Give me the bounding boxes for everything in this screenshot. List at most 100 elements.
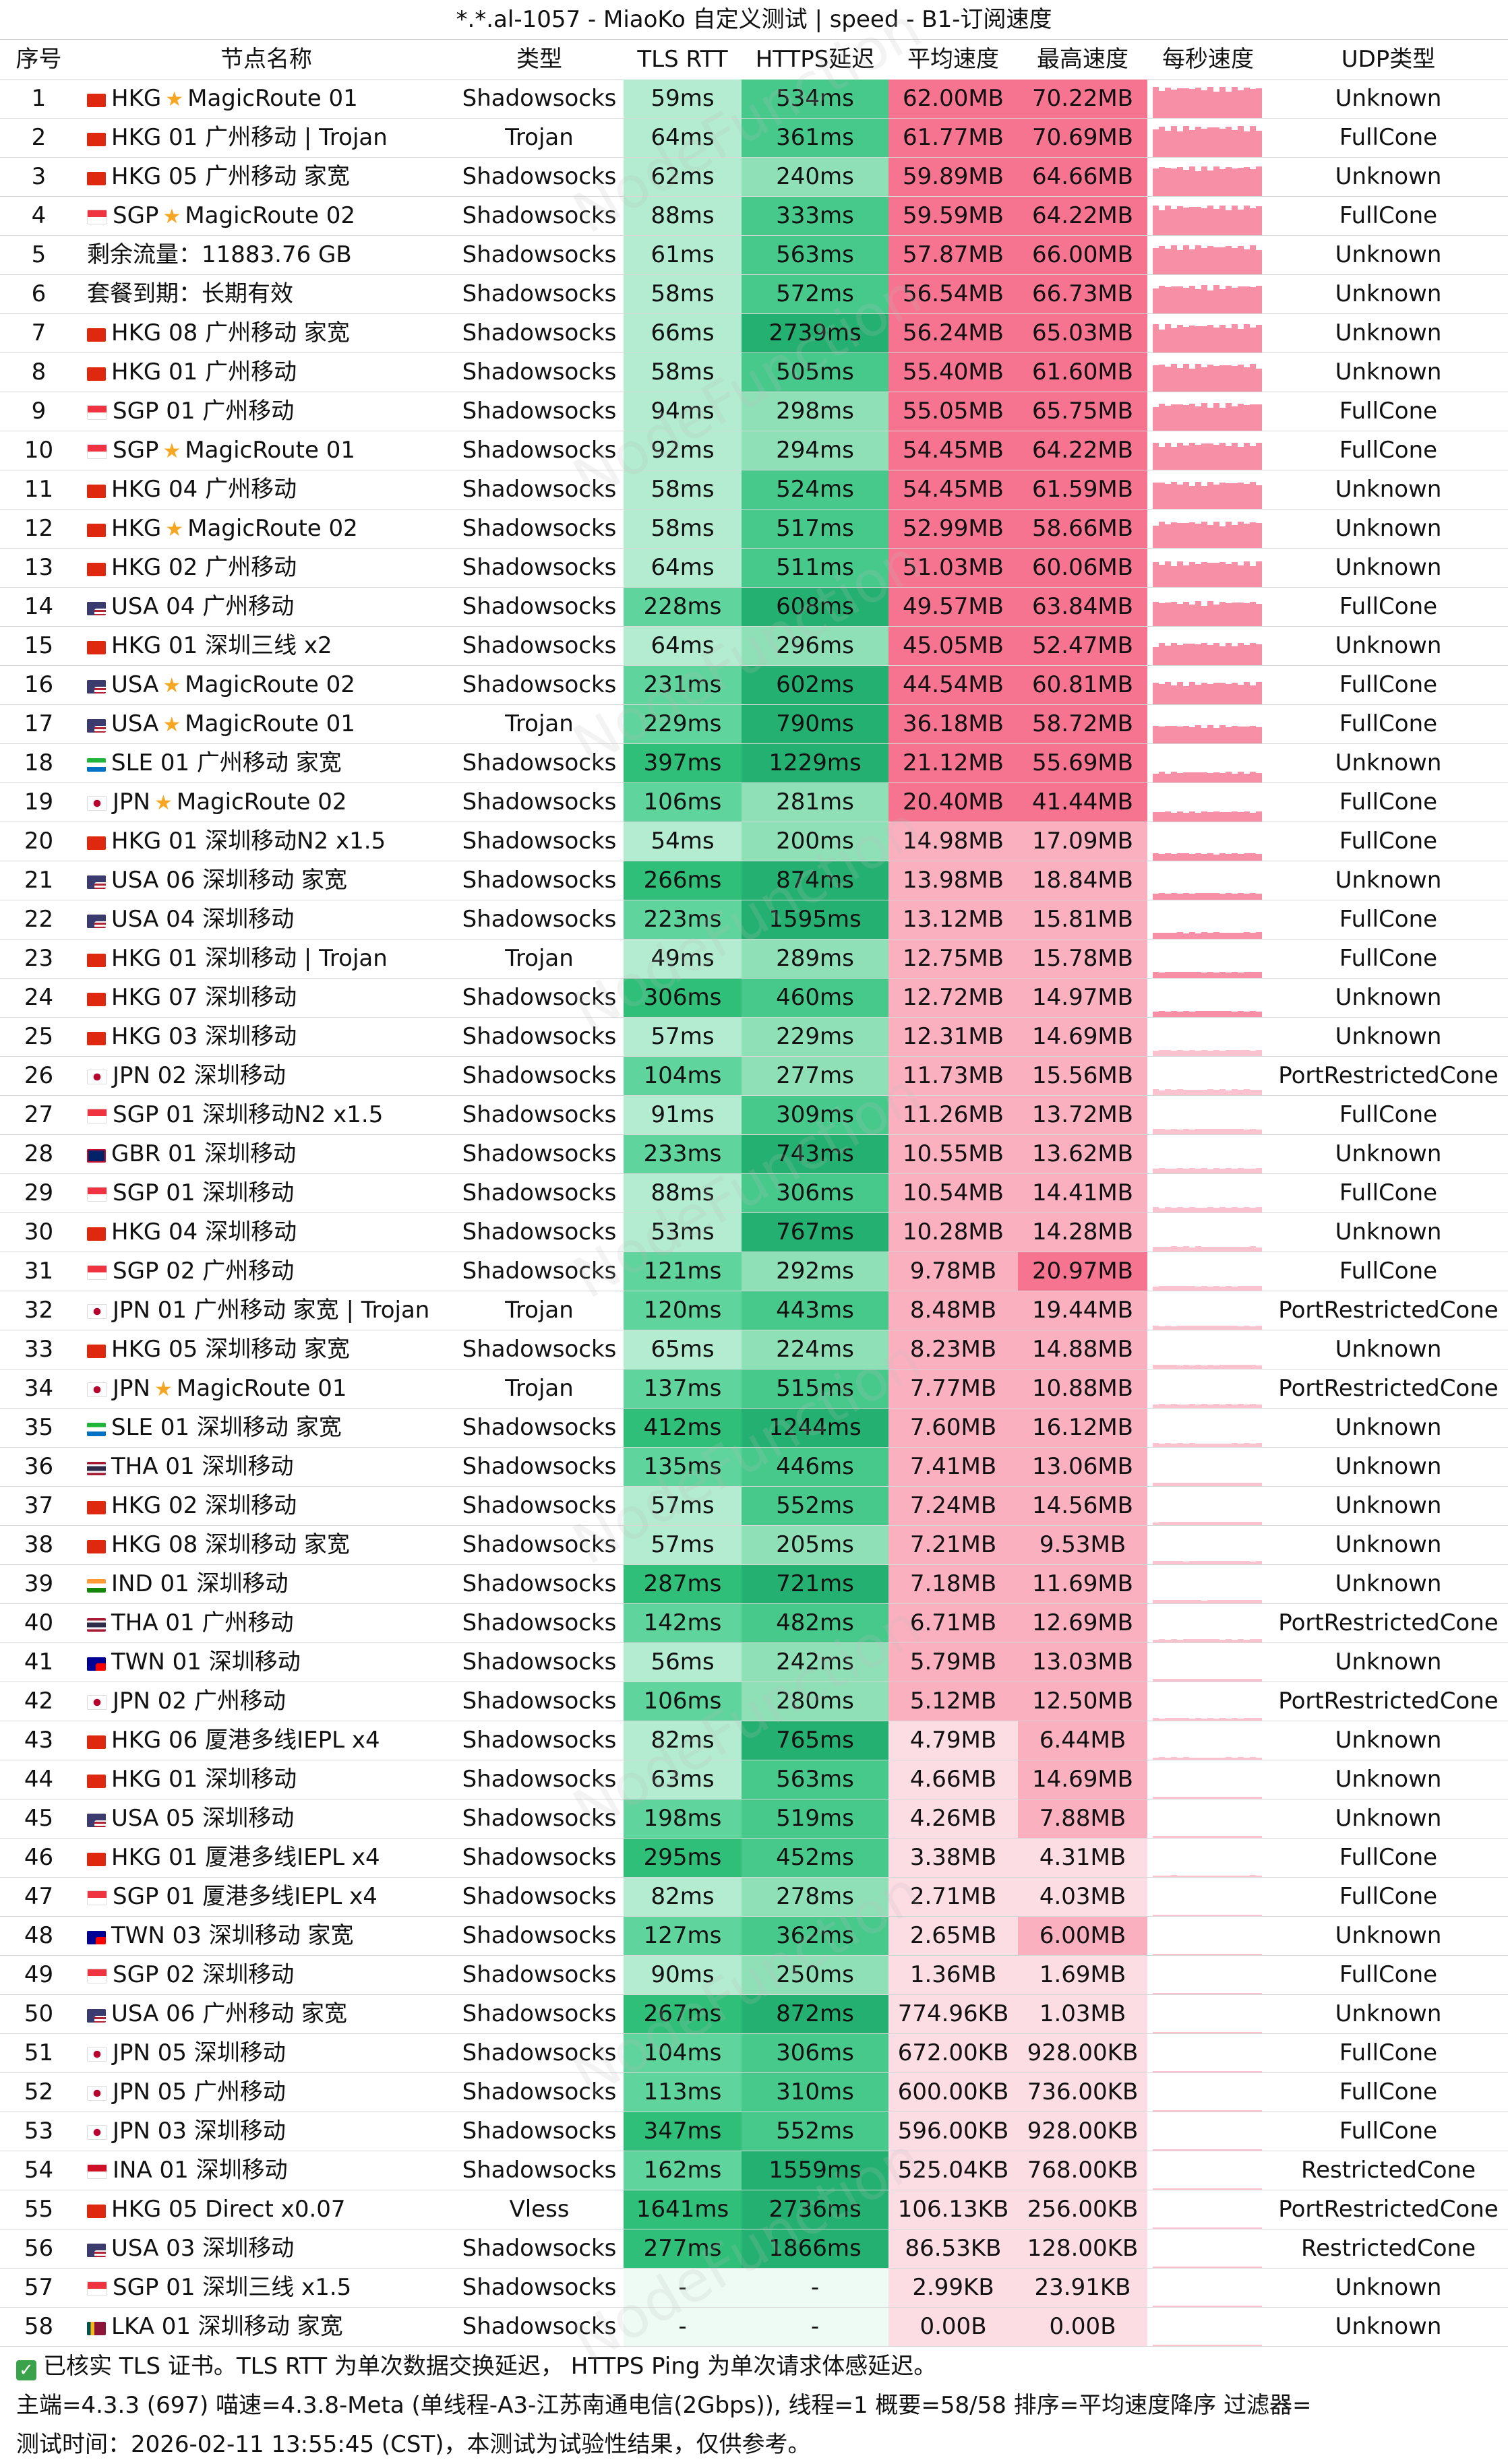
sparkline-bar xyxy=(1159,603,1165,626)
udp-type: Unknown xyxy=(1269,1330,1508,1369)
flag-us-icon xyxy=(87,875,106,889)
max-speed-value: 736.00KB xyxy=(1018,2073,1147,2112)
sparkline-bar xyxy=(1153,87,1159,118)
per-second-sparkline xyxy=(1147,627,1269,666)
flag-lk-icon xyxy=(87,2322,106,2335)
sparkline-bar xyxy=(1171,1011,1177,1017)
sparkline-bar xyxy=(1177,2032,1183,2033)
sparkline-bar xyxy=(1159,1719,1165,1721)
sparkline-bar xyxy=(1250,1915,1256,1916)
sparkline-bar xyxy=(1195,1287,1201,1291)
node-name-cell: USA ★ MagicRoute 01 xyxy=(78,705,455,744)
sparkline-bar xyxy=(1201,1639,1207,1642)
table-row: 7 HKG 08 广州移动 家宽 Shadowsocks 66ms 2739ms 56.2… xyxy=(0,314,1508,353)
max-speed-value: 17.09MB xyxy=(1018,822,1147,861)
avg-speed-value: 4.66MB xyxy=(888,1760,1018,1799)
udp-type: Unknown xyxy=(1269,1213,1508,1252)
sparkline-bar xyxy=(1171,447,1177,470)
sparkline-bar xyxy=(1244,561,1250,587)
udp-type: FullCone xyxy=(1269,1096,1508,1135)
sparkline-bar xyxy=(1165,2267,1171,2268)
sparkline-bar xyxy=(1256,250,1262,274)
sparkline-bar xyxy=(1159,167,1165,196)
sparkline-bar xyxy=(1165,88,1171,118)
sparkline-bar xyxy=(1232,774,1238,782)
per-second-sparkline xyxy=(1147,353,1269,392)
sparkline-bar xyxy=(1171,643,1177,665)
sparkline-bar xyxy=(1201,285,1207,313)
sparkline-bar xyxy=(1250,2345,1256,2346)
node-name: HKG 01 厦港多线IEPL x4 xyxy=(111,1844,380,1871)
sparkline-bar xyxy=(1183,2227,1189,2229)
sparkline-bar xyxy=(1207,893,1213,900)
sparkline-bar xyxy=(1219,365,1226,392)
sparkline-bar xyxy=(1238,2032,1244,2033)
sparkline-bar xyxy=(1171,2345,1177,2346)
node-name: THA 01 深圳移动 xyxy=(111,1453,294,1480)
sparkline-bar xyxy=(1250,1365,1256,1369)
sparkline-bar xyxy=(1244,2267,1250,2268)
sparkline-bar xyxy=(1171,854,1177,861)
sparkline-bar xyxy=(1238,1247,1244,1252)
node-name-cell: HKG 01 广州移动 xyxy=(78,353,455,392)
sparkline-bar xyxy=(1238,447,1244,470)
sparkline-bar xyxy=(1165,206,1171,235)
sparkline-bar xyxy=(1165,2188,1171,2190)
sparkline-bar xyxy=(1177,325,1183,352)
per-second-sparkline xyxy=(1147,1448,1269,1487)
node-name-cell: USA 04 深圳移动 xyxy=(78,900,455,940)
sparkline-bar xyxy=(1219,562,1226,587)
row-index: 12 xyxy=(0,510,78,549)
per-second-sparkline xyxy=(1147,275,1269,314)
max-speed-value: 14.88MB xyxy=(1018,1330,1147,1369)
tls-rtt-value: 162ms xyxy=(624,2151,742,2190)
sparkline-bar xyxy=(1183,565,1189,587)
sparkline-bar xyxy=(1171,772,1177,782)
sparkline-bar xyxy=(1232,2267,1238,2268)
sparkline-bar xyxy=(1165,2345,1171,2346)
node-name: TWN 01 深圳移动 xyxy=(111,1649,301,1675)
sparkline-bar xyxy=(1226,727,1232,743)
udp-type: FullCone xyxy=(1269,1956,1508,1995)
sparkline-bar xyxy=(1226,2345,1232,2346)
sparkline-bar xyxy=(1165,367,1171,392)
sparkline-bar xyxy=(1195,88,1201,118)
sparkline-bar xyxy=(1177,1443,1183,1447)
sparkline-bar xyxy=(1226,2267,1232,2268)
sparkline-bar xyxy=(1183,208,1189,235)
flag-hk-icon xyxy=(87,1345,106,1358)
sparkline-bar xyxy=(1213,1050,1219,1056)
table-row: 12 HKG ★ MagicRoute 02 Shadowsocks 58ms 517ms 5… xyxy=(0,510,1508,549)
sparkline-bar xyxy=(1238,1757,1244,1760)
per-second-sparkline xyxy=(1147,1878,1269,1917)
sparkline-bar xyxy=(1177,2149,1183,2151)
tls-rtt-value: 104ms xyxy=(624,2034,742,2073)
sparkline-bar xyxy=(1153,933,1159,939)
sparkline-bar xyxy=(1250,972,1256,978)
sparkline-bar xyxy=(1177,2110,1183,2112)
sparkline-bar xyxy=(1244,682,1250,704)
sparkline-bar xyxy=(1165,1640,1171,1642)
sparkline-bar xyxy=(1171,893,1177,900)
https-latency-value: 511ms xyxy=(742,549,888,588)
sparkline-bar xyxy=(1183,772,1189,782)
https-latency-value: 524ms xyxy=(742,470,888,510)
udp-type: Unknown xyxy=(1269,1643,1508,1682)
sparkline-bar xyxy=(1207,2149,1213,2151)
protocol-type: Shadowsocks xyxy=(455,979,624,1018)
sparkline-bar xyxy=(1183,602,1189,626)
star-icon: ★ xyxy=(165,88,184,111)
sparkline-bar xyxy=(1256,2188,1262,2190)
sparkline-bar xyxy=(1165,524,1171,548)
sparkline-bar xyxy=(1244,1993,1250,1994)
per-second-sparkline xyxy=(1147,1682,1269,1721)
sparkline-bar xyxy=(1232,1993,1238,1994)
sparkline-bar xyxy=(1238,893,1244,900)
tls-rtt-value: 306ms xyxy=(624,979,742,1018)
node-name: JPN 03 深圳移动 xyxy=(113,2118,286,2145)
row-index: 27 xyxy=(0,1096,78,1135)
sparkline-bar xyxy=(1238,1679,1244,1682)
https-latency-value: 552ms xyxy=(742,1487,888,1526)
sparkline-bar xyxy=(1153,726,1159,743)
sparkline-bar xyxy=(1213,1483,1219,1486)
